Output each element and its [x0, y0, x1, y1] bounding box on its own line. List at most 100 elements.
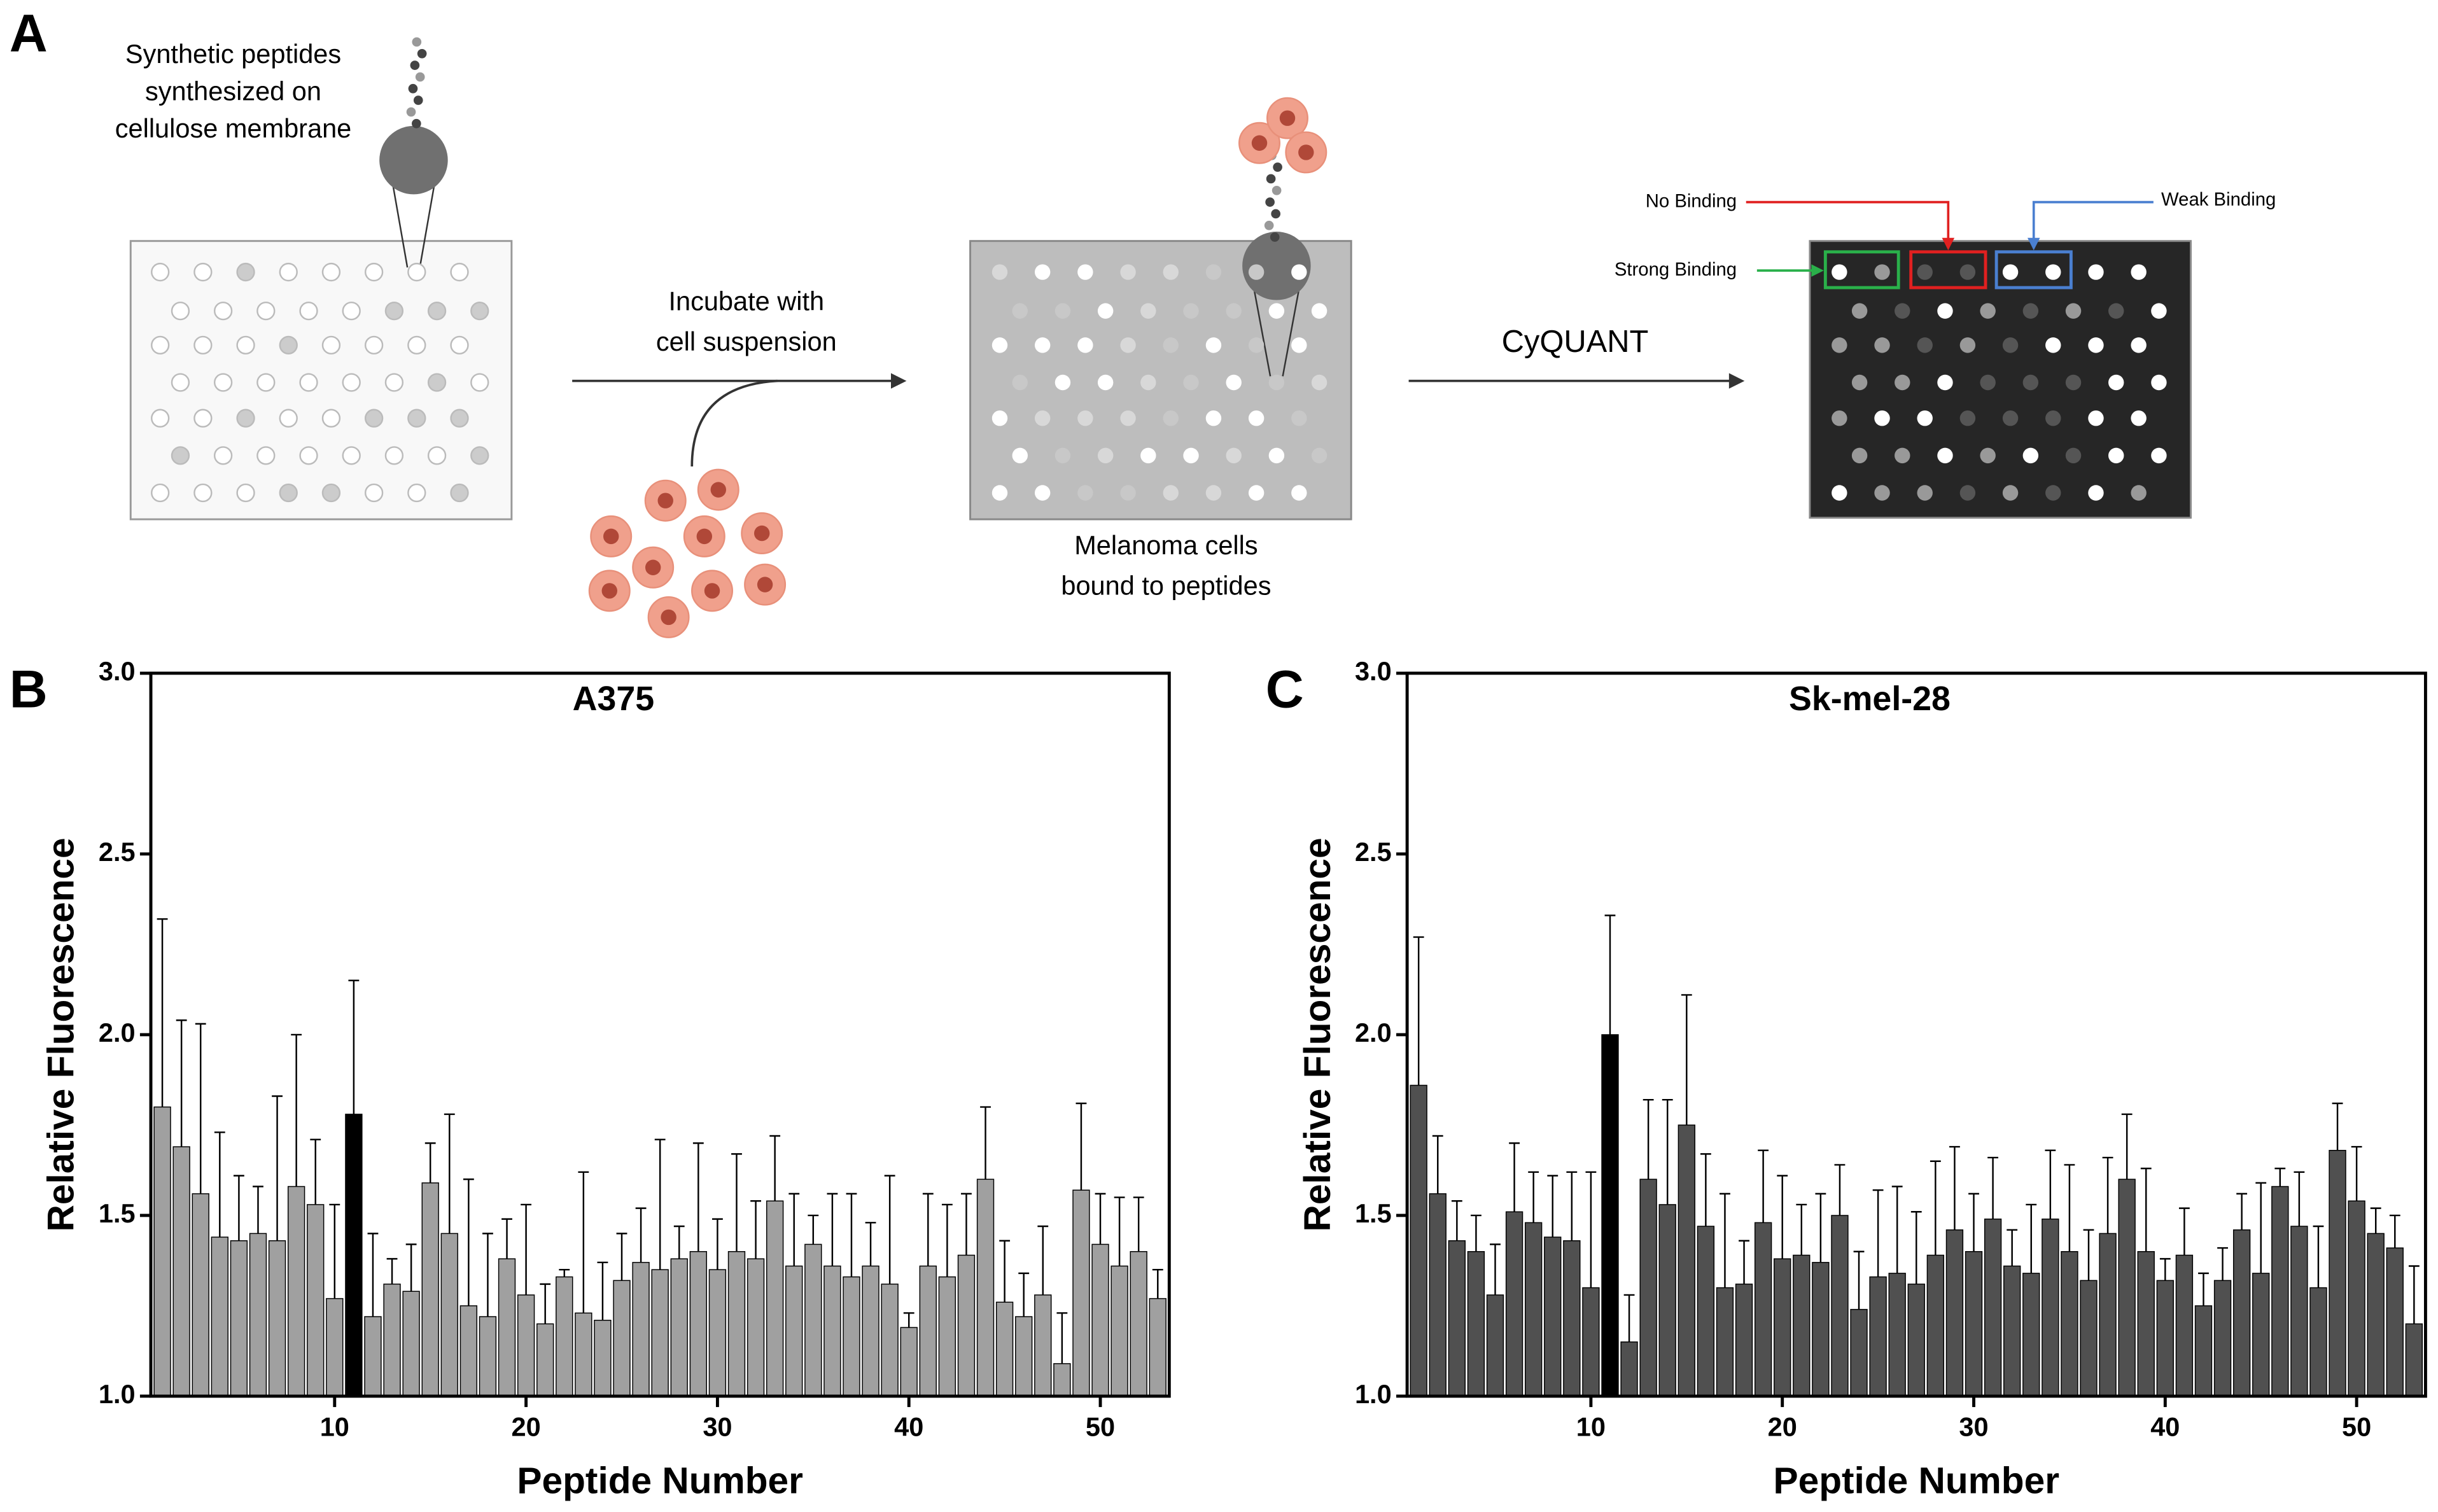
spot [1874, 337, 1890, 353]
bar [345, 1114, 363, 1397]
bar [1945, 1229, 1964, 1397]
spot [991, 264, 1008, 280]
bar [900, 1327, 918, 1397]
spot [193, 262, 213, 282]
bar [2080, 1280, 2098, 1397]
spot [470, 301, 489, 321]
spot [1874, 264, 1890, 280]
y-tick-label: 2.5 [99, 837, 136, 867]
bead [413, 95, 423, 105]
spot [2002, 485, 2019, 501]
spot [213, 301, 233, 321]
bar [249, 1233, 267, 1397]
bar [2175, 1254, 2194, 1397]
x-tick-label: 10 [1576, 1411, 1606, 1441]
spot [1226, 374, 1242, 391]
chart-title: Sk-mel-28 [1789, 680, 1951, 718]
bar [1812, 1262, 1830, 1397]
bar [881, 1284, 899, 1397]
bar [211, 1236, 228, 1397]
spot [1054, 374, 1071, 391]
peptide-spot [379, 125, 448, 195]
spot [236, 483, 255, 503]
spot [1895, 447, 1910, 464]
bar [1582, 1287, 1600, 1397]
bar [1984, 1218, 2002, 1397]
spot [384, 301, 404, 321]
spot [1012, 374, 1028, 391]
x-tick-label: 40 [894, 1411, 923, 1441]
spot [1226, 303, 1242, 319]
spot [407, 335, 426, 355]
spot [342, 373, 361, 392]
bead [417, 48, 427, 59]
spot [1895, 303, 1910, 319]
bar [1091, 1243, 1109, 1397]
spot [450, 409, 469, 428]
bar [575, 1312, 592, 1397]
y-tick-label: 2.0 [99, 1018, 136, 1047]
strong-box [1823, 250, 1900, 290]
spot [1183, 374, 1199, 391]
y-tick-label: 1.5 [99, 1198, 136, 1228]
bar [1563, 1240, 1581, 1397]
y-tick-label: 2.5 [1355, 837, 1392, 867]
spot [1163, 337, 1179, 353]
spot [321, 409, 341, 428]
bar [498, 1258, 516, 1397]
spot [213, 373, 233, 392]
y-axis-label: Relative Fluorescence [41, 837, 82, 1231]
y-tick-label: 1.0 [1355, 1379, 1392, 1409]
spot [1851, 303, 1868, 319]
y-tick-label: 3.0 [99, 656, 136, 686]
bar [2156, 1280, 2174, 1397]
x-tick-label: 40 [2150, 1411, 2180, 1441]
weak-arrow [2032, 200, 2154, 241]
spot [171, 446, 190, 465]
spot [2022, 447, 2039, 464]
spot [321, 335, 341, 355]
weak-box [1994, 250, 2073, 290]
spot [427, 373, 447, 392]
spot [2045, 485, 2061, 501]
bead [411, 118, 421, 129]
bar [1793, 1254, 1811, 1397]
spot [1054, 447, 1071, 464]
spot [299, 446, 318, 465]
spot [279, 262, 298, 282]
bar [957, 1254, 976, 1397]
nucleus [1279, 110, 1296, 126]
spot [1205, 337, 1222, 353]
bar [1034, 1294, 1052, 1397]
bar [689, 1251, 708, 1397]
bar [1888, 1273, 1906, 1397]
spot [2088, 264, 2104, 280]
caption: synthesized on [145, 76, 321, 106]
arrow-head [1811, 264, 1824, 277]
bar [766, 1200, 784, 1397]
spot [151, 335, 170, 355]
cone [419, 178, 437, 268]
spot [171, 301, 190, 321]
x-tick-label: 10 [320, 1411, 349, 1441]
spot [1832, 264, 1847, 280]
spot [1012, 447, 1028, 464]
spot [1311, 374, 1328, 391]
spot [1937, 447, 1953, 464]
spot [1183, 447, 1199, 464]
bar [1544, 1236, 1562, 1397]
spot [1034, 337, 1051, 353]
bar [2348, 1200, 2365, 1397]
bar [1774, 1258, 1791, 1397]
bar [1639, 1179, 1657, 1397]
spot [279, 483, 298, 503]
spot [1832, 337, 1847, 353]
bead [1266, 174, 1276, 184]
spot [193, 409, 213, 428]
arrow-head [2027, 237, 2040, 251]
bar [1505, 1211, 1524, 1397]
spot [470, 373, 489, 392]
bar [1869, 1276, 1887, 1397]
spot [2065, 303, 2082, 319]
spot [1248, 337, 1265, 353]
